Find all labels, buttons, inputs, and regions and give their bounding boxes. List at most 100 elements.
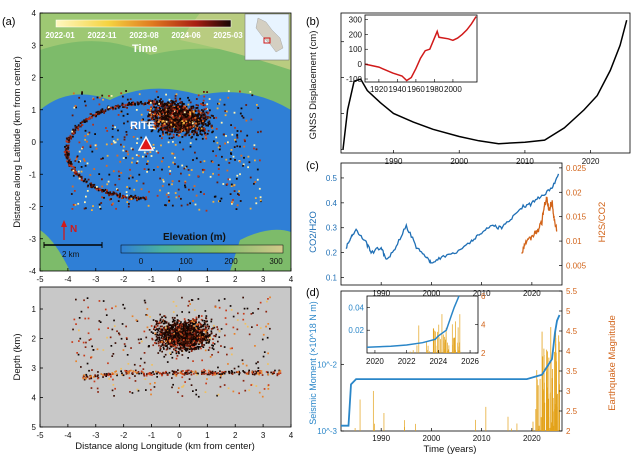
quake-dot <box>171 137 173 139</box>
quake-dot <box>89 116 91 119</box>
quake-dot <box>156 111 159 114</box>
quake-dot <box>201 330 204 332</box>
quake-dot <box>174 335 176 338</box>
quake-dot <box>110 345 113 347</box>
quake-dot <box>166 331 169 333</box>
gnss-x-tick-label: 2000 <box>450 157 468 166</box>
quake-dot <box>165 108 167 111</box>
quake-dot <box>187 103 190 106</box>
quake-dot <box>185 165 188 168</box>
quake-dot <box>181 386 183 388</box>
quake-dot <box>104 374 106 377</box>
quake-dot <box>98 96 101 99</box>
depth-x-tick-label: -3 <box>92 431 100 440</box>
quake-dot <box>136 142 138 144</box>
quake-dot <box>203 91 205 93</box>
quake-dot <box>168 120 170 123</box>
gnss-x-tick-label: 2020 <box>582 157 600 166</box>
quake-dot <box>204 325 207 328</box>
quake-dot <box>167 112 170 115</box>
quake-dot <box>196 131 198 134</box>
quake-dot <box>168 104 170 107</box>
quake-dot <box>171 152 173 155</box>
quake-dot <box>89 146 92 148</box>
quake-dot <box>126 150 129 153</box>
quake-dot <box>170 123 172 126</box>
quake-dot <box>153 373 155 375</box>
time-colorbar <box>55 19 232 28</box>
time-tick-label: 2024-06 <box>171 31 201 40</box>
quake-dot <box>183 129 186 132</box>
quake-dot <box>68 137 70 139</box>
quake-dot <box>177 126 179 129</box>
quake-dot <box>238 372 241 374</box>
quake-dot <box>164 106 167 109</box>
quake-dot <box>189 120 192 123</box>
quake-dot <box>176 341 178 343</box>
quake-dot <box>178 324 181 327</box>
quake-dot <box>73 172 76 175</box>
quake-dot <box>193 343 195 345</box>
quake-dot <box>94 375 97 378</box>
quake-dot <box>253 182 255 185</box>
quake-dot <box>167 332 170 335</box>
quake-dot <box>172 318 175 321</box>
quake-dot <box>113 319 115 322</box>
quake-dot <box>169 133 172 135</box>
quake-dot <box>194 203 197 206</box>
quake-dot <box>153 386 156 388</box>
quake-dot <box>159 125 162 128</box>
quake-dot <box>140 372 143 375</box>
quake-dot <box>98 320 101 322</box>
quake-dot <box>174 319 176 322</box>
quake-dot <box>229 193 232 195</box>
quake-dot <box>195 98 198 100</box>
quake-dot <box>170 326 173 329</box>
quake-dot <box>120 337 123 340</box>
quake-dot <box>175 99 178 102</box>
quake-dot <box>170 344 173 346</box>
quake-dot <box>193 336 195 338</box>
quake-dot <box>197 128 200 130</box>
quake-dot <box>140 357 142 360</box>
quake-dot <box>191 342 194 345</box>
quake-dot <box>216 394 218 397</box>
quake-dot <box>250 384 253 386</box>
quake-dot <box>225 135 227 137</box>
quake-dot <box>272 372 274 375</box>
quake-dot <box>72 203 75 206</box>
quake-dot <box>137 102 139 104</box>
quake-dot <box>169 342 172 345</box>
quake-dot <box>171 333 173 336</box>
quake-dot <box>203 112 206 115</box>
quake-dot <box>180 172 182 175</box>
quake-dot <box>195 325 198 328</box>
quake-dot <box>171 370 174 372</box>
quake-dot <box>169 114 172 117</box>
quake-dot <box>161 168 163 171</box>
gnss-inset-y-tick-label: 300 <box>349 15 363 24</box>
quake-dot <box>162 125 165 127</box>
quake-dot <box>173 348 176 351</box>
depth-y-tick-label: 3 <box>32 364 37 373</box>
quake-dot <box>182 326 185 328</box>
quake-dot <box>207 111 210 114</box>
quake-dot <box>109 198 111 201</box>
quake-dot <box>175 111 177 113</box>
quake-dot <box>195 342 198 345</box>
quake-dot <box>202 171 204 174</box>
quake-dot <box>84 377 87 379</box>
quake-dot <box>203 371 205 373</box>
quake-dot <box>212 342 214 344</box>
gnss-inset-y-tick-label: 100 <box>349 45 363 54</box>
quake-dot <box>69 135 72 138</box>
quake-dot <box>118 178 121 181</box>
quake-dot <box>121 102 124 105</box>
quake-dot <box>182 347 185 350</box>
seismic-moment-series-line <box>341 314 561 427</box>
quake-dot <box>185 347 188 350</box>
quake-dot <box>75 158 78 160</box>
quake-dot <box>191 130 194 132</box>
quake-dot <box>143 372 145 375</box>
quake-dot <box>166 344 168 347</box>
